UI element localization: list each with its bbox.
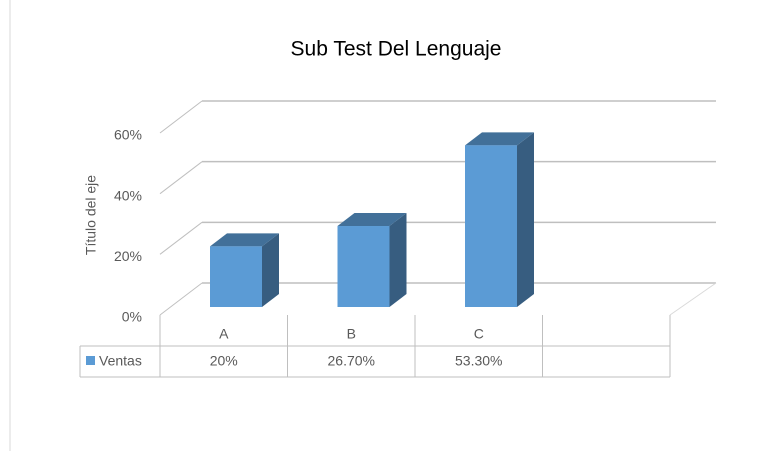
bar <box>337 213 407 307</box>
legend-swatch <box>86 356 95 365</box>
y-tick-label: 20% <box>114 248 142 264</box>
bar-side <box>389 213 407 307</box>
y-tick-label: 0% <box>122 309 142 325</box>
bar-front <box>465 145 517 307</box>
bar-top <box>210 233 279 247</box>
bar-side <box>517 132 534 307</box>
grid-line <box>159 161 203 195</box>
y-tick-label: 40% <box>114 187 142 203</box>
bar-top <box>465 132 534 146</box>
bar <box>210 233 279 307</box>
bar-front <box>210 246 262 307</box>
floor-edge <box>669 282 717 316</box>
legend-label: Ventas <box>99 353 142 369</box>
bar-side <box>262 233 279 307</box>
grid-line <box>159 221 203 255</box>
grid-line <box>159 100 203 134</box>
bar-top <box>337 213 407 227</box>
y-tick-label: 60% <box>114 127 142 143</box>
grid-line <box>159 282 203 316</box>
table-value: 53.30% <box>455 353 502 369</box>
x-tick-label: C <box>474 326 484 342</box>
bar-front <box>337 226 390 307</box>
y-axis-title: Título del eje <box>83 175 99 255</box>
table-value: 20% <box>210 353 238 369</box>
x-tick-label: B <box>347 326 356 342</box>
x-tick-label: A <box>219 326 229 342</box>
bar <box>465 132 534 307</box>
chart-title: Sub Test Del Lenguaje <box>291 38 502 61</box>
table-value: 26.70% <box>328 353 375 369</box>
